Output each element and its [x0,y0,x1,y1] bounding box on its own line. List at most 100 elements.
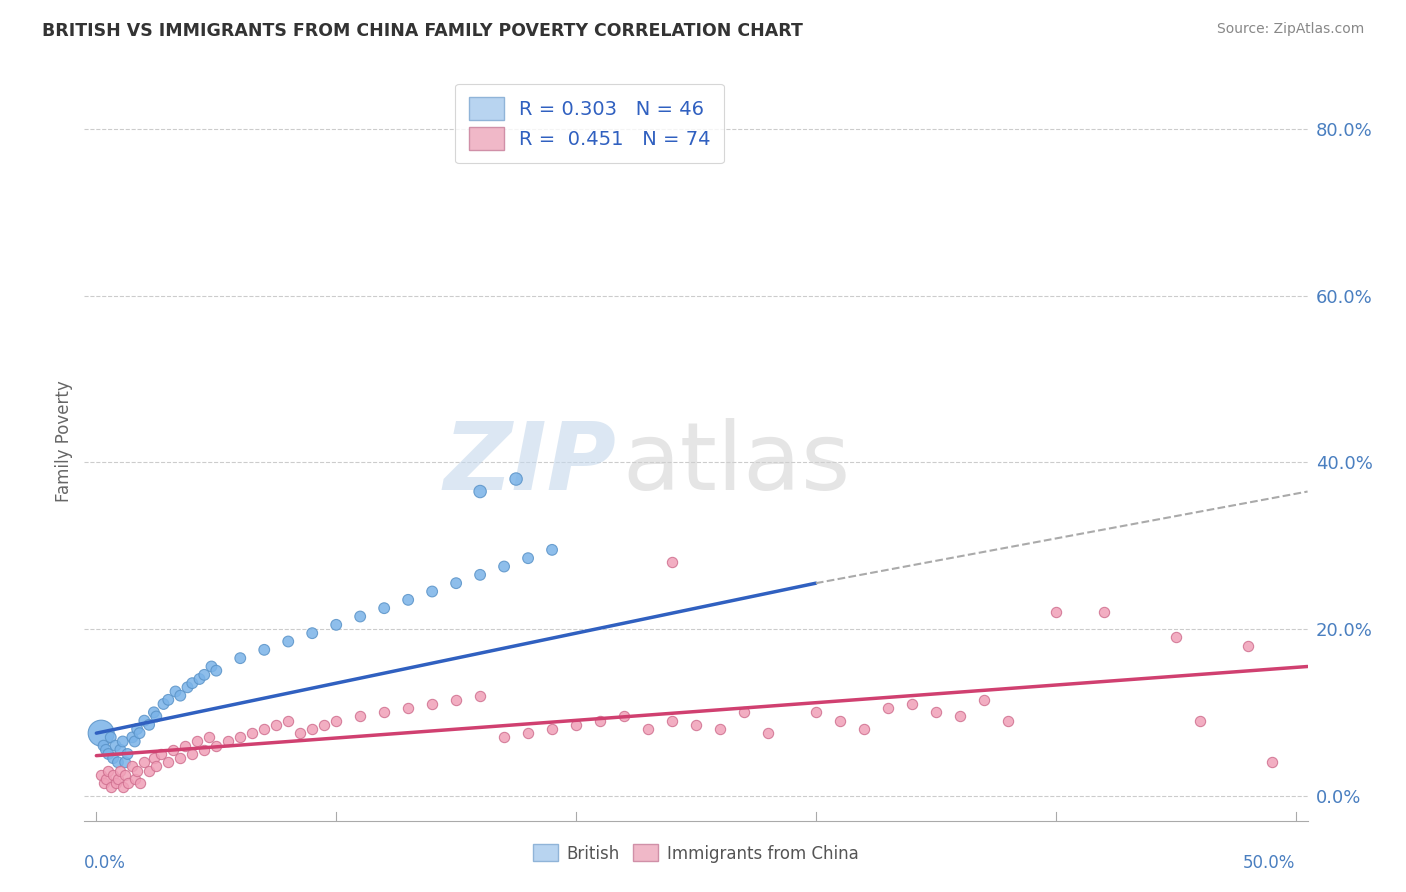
Point [973,693,995,707]
Point [142,706,165,720]
Text: ZIP: ZIP [443,418,616,510]
Point [101,768,124,782]
Point [97,747,120,761]
Point [468,484,491,499]
Point [150,747,173,761]
Point [128,726,150,740]
Text: 0.0%: 0.0% [84,854,127,872]
Point [117,776,139,790]
Point [110,743,132,757]
Point [1188,714,1211,728]
Point [1164,631,1187,645]
Point [94,743,117,757]
Point [349,609,371,624]
Point [613,709,636,723]
Point [111,734,134,748]
Text: atlas: atlas [623,418,851,510]
Point [685,718,707,732]
Point [1236,639,1258,653]
Point [517,551,540,566]
Point [157,693,180,707]
Point [396,701,419,715]
Point [349,709,371,723]
Point [637,722,659,736]
Point [165,684,187,698]
Point [90,768,112,782]
Point [420,584,443,599]
Point [661,555,683,569]
Point [104,776,127,790]
Point [152,697,174,711]
Point [200,659,222,673]
Text: 50.0%: 50.0% [1243,854,1295,872]
Point [253,643,276,657]
Point [145,709,167,723]
Point [1045,605,1067,619]
Point [852,722,875,736]
Point [301,626,323,640]
Point [111,780,134,795]
Point [314,718,336,732]
Point [804,706,827,720]
Point [145,759,167,773]
Point [565,718,588,732]
Point [733,706,755,720]
Point [121,731,143,745]
Point [997,714,1019,728]
Point [589,714,612,728]
Point [124,772,146,786]
Point [176,681,198,695]
Point [127,764,149,778]
Point [240,726,263,740]
Point [253,722,276,736]
Point [517,726,540,740]
Point [128,776,150,790]
Point [541,722,564,736]
Point [138,718,160,732]
Point [277,634,299,648]
Point [142,751,165,765]
Point [1260,756,1282,770]
Point [205,739,228,753]
Legend: British, Immigrants from China: British, Immigrants from China [527,838,865,869]
Point [93,776,115,790]
Point [290,726,312,740]
Point [949,709,972,723]
Point [94,772,117,786]
Point [468,689,491,703]
Point [901,697,924,711]
Point [181,747,204,761]
Point [121,759,143,773]
Point [169,689,191,703]
Point [494,731,516,745]
Y-axis label: Family Poverty: Family Poverty [55,381,73,502]
Point [138,764,160,778]
Point [100,780,122,795]
Point [97,764,120,778]
Point [193,668,215,682]
Point [925,706,948,720]
Point [114,768,136,782]
Point [709,722,731,736]
Point [541,542,564,557]
Point [124,734,146,748]
Point [162,743,184,757]
Point [373,706,395,720]
Point [101,751,124,765]
Point [444,576,467,591]
Point [229,651,252,665]
Point [114,756,136,770]
Point [468,567,491,582]
Point [229,731,252,745]
Point [127,722,149,736]
Point [217,734,239,748]
Point [277,714,299,728]
Point [198,731,221,745]
Point [264,718,287,732]
Text: Source: ZipAtlas.com: Source: ZipAtlas.com [1216,22,1364,37]
Point [756,726,779,740]
Point [396,592,419,607]
Point [420,697,443,711]
Point [1092,605,1115,619]
Point [181,676,204,690]
